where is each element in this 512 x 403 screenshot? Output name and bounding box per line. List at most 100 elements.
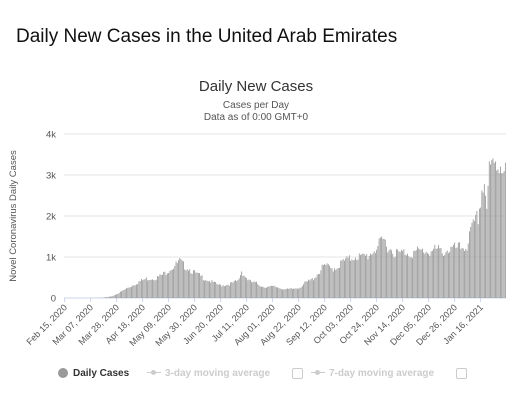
bar[interactable] — [469, 231, 470, 298]
bar[interactable] — [339, 267, 340, 298]
bar[interactable] — [324, 264, 326, 298]
bar[interactable] — [158, 276, 160, 298]
bar[interactable] — [361, 254, 363, 298]
bar[interactable] — [322, 265, 324, 298]
bar[interactable] — [103, 297, 105, 298]
bar[interactable] — [381, 236, 383, 298]
bar[interactable] — [460, 249, 462, 298]
bar[interactable] — [326, 263, 328, 298]
bar[interactable] — [290, 288, 292, 298]
bar[interactable] — [174, 265, 176, 298]
bar[interactable] — [210, 282, 212, 298]
bar[interactable] — [247, 280, 249, 298]
bar[interactable] — [142, 280, 144, 298]
bar[interactable] — [264, 288, 266, 298]
bar[interactable] — [128, 287, 130, 298]
bar[interactable] — [144, 279, 146, 298]
bar[interactable] — [243, 275, 245, 298]
bar[interactable] — [186, 269, 188, 298]
bar[interactable] — [175, 261, 177, 298]
bar[interactable] — [433, 248, 435, 298]
bar[interactable] — [188, 270, 189, 298]
bar[interactable] — [474, 221, 475, 298]
bar[interactable] — [140, 279, 142, 298]
bar[interactable] — [256, 281, 257, 298]
bar[interactable] — [405, 255, 407, 298]
bar[interactable] — [166, 273, 168, 298]
bar[interactable] — [334, 268, 335, 298]
bar[interactable] — [132, 285, 134, 298]
bar[interactable] — [134, 285, 136, 298]
bar[interactable] — [184, 269, 186, 298]
bar[interactable] — [394, 256, 396, 298]
bar[interactable] — [153, 280, 155, 298]
bar[interactable] — [477, 224, 479, 298]
bar[interactable] — [424, 253, 426, 298]
bar[interactable] — [471, 222, 473, 298]
bar[interactable] — [295, 288, 297, 298]
checkbox-7day[interactable] — [456, 368, 467, 379]
bar[interactable] — [393, 257, 395, 298]
bar[interactable] — [238, 278, 240, 298]
bar[interactable] — [377, 246, 379, 298]
bar[interactable] — [398, 251, 400, 298]
bar[interactable] — [285, 288, 287, 298]
bar[interactable] — [212, 282, 214, 298]
bar[interactable] — [173, 268, 175, 298]
bar[interactable] — [273, 285, 275, 298]
bar[interactable] — [107, 296, 109, 298]
bar[interactable] — [129, 287, 131, 298]
bar[interactable] — [341, 260, 343, 298]
bar[interactable] — [319, 273, 321, 298]
bar[interactable] — [490, 164, 491, 298]
bar[interactable] — [419, 249, 421, 298]
bar[interactable] — [171, 269, 173, 298]
checkbox-3day[interactable] — [292, 368, 303, 379]
bar[interactable] — [283, 289, 285, 298]
bar[interactable] — [366, 254, 368, 298]
bar[interactable] — [127, 287, 129, 298]
bar[interactable] — [331, 268, 333, 298]
bar[interactable] — [384, 239, 386, 298]
bar[interactable] — [316, 274, 318, 298]
bar[interactable] — [139, 281, 141, 298]
bar[interactable] — [344, 260, 345, 298]
bar[interactable] — [263, 287, 265, 298]
bar[interactable] — [335, 269, 337, 298]
bar[interactable] — [430, 251, 432, 298]
bar[interactable] — [266, 287, 267, 298]
bar[interactable] — [244, 277, 246, 298]
bar[interactable] — [201, 275, 203, 298]
bar[interactable] — [407, 253, 409, 298]
bar[interactable] — [301, 286, 303, 298]
bar[interactable] — [308, 279, 309, 298]
bar[interactable] — [315, 277, 317, 298]
bar[interactable] — [486, 208, 488, 298]
bar[interactable] — [306, 281, 308, 298]
bar[interactable] — [108, 296, 110, 298]
bar[interactable] — [241, 271, 243, 298]
bar[interactable] — [143, 279, 145, 298]
bars[interactable] — [90, 158, 506, 298]
bar[interactable] — [240, 275, 241, 298]
bar[interactable] — [278, 287, 280, 298]
bar[interactable] — [374, 252, 376, 298]
bar[interactable] — [345, 258, 347, 298]
bar[interactable] — [298, 288, 300, 298]
bar[interactable] — [185, 270, 187, 298]
bar[interactable] — [391, 250, 392, 298]
bar[interactable] — [235, 280, 236, 298]
bar[interactable] — [467, 243, 469, 298]
bar[interactable] — [431, 250, 433, 298]
bar[interactable] — [475, 214, 477, 298]
bar[interactable] — [251, 282, 253, 298]
bar[interactable] — [487, 185, 489, 298]
bar[interactable] — [352, 260, 354, 298]
bar[interactable] — [105, 297, 106, 298]
bar[interactable] — [423, 252, 425, 298]
bar[interactable] — [205, 280, 207, 298]
bar[interactable] — [454, 242, 456, 298]
bar[interactable] — [169, 271, 171, 298]
bar[interactable] — [461, 247, 463, 298]
bar[interactable] — [429, 255, 431, 298]
